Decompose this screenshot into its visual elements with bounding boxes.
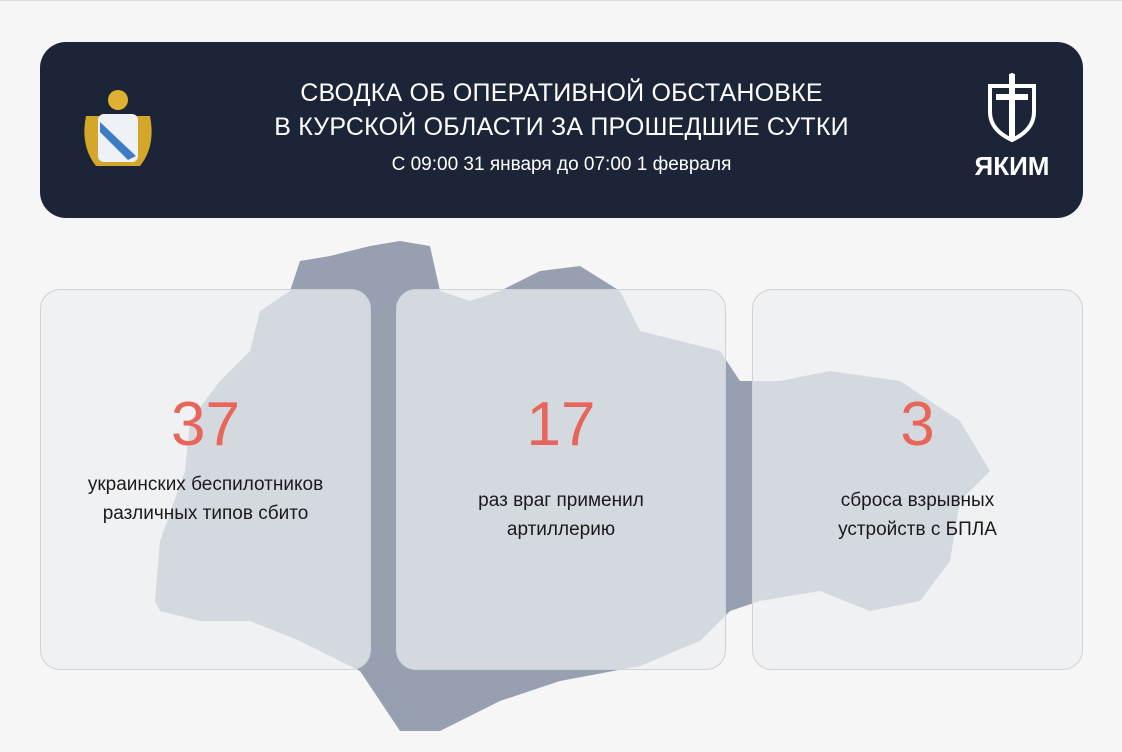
stat-label-line: устройств с БПЛА [838,519,997,540]
stat-label-line: украинских беспилотников [87,474,324,495]
kursk-coat-of-arms-icon [84,90,152,166]
yakim-logo: ЯКИМ [970,72,1054,182]
stat-label-line: сброса взрывных [840,490,995,511]
sword-shield-icon [988,73,1036,143]
stat-value: 17 [526,390,596,459]
stat-value: 3 [900,390,935,459]
stat-label: сброса взрывных устройств с БПЛА [753,486,1082,544]
stat-label-line: раз враг применил [478,490,644,511]
logo-text: ЯКИМ [974,151,1050,181]
title-line-2: В КУРСКОЙ ОБЛАСТИ ЗА ПРОШЕДШИЕ СУТКИ [274,113,849,141]
stat-value: 37 [171,390,240,459]
title-line-1: СВОДКА ОБ ОПЕРАТИВНОЙ ОБСТАНОВКЕ [300,79,823,107]
stat-label-line: артиллерию [506,519,616,540]
stat-card-drones: 37 украинских беспилотников различных ти… [40,289,371,670]
stat-card-drops: 3 сброса взрывных устройств с БПЛА [752,289,1083,670]
stat-label: украинских беспилотников различных типов… [41,470,370,528]
stat-label: раз враг применил артиллерию [397,486,725,544]
date-range: С 09:00 31 января до 07:00 1 февраля [391,154,732,175]
stat-card-artillery: 17 раз враг применил артиллерию [396,289,726,670]
header-banner: СВОДКА ОБ ОПЕРАТИВНОЙ ОБСТАНОВКЕ В КУРСК… [40,42,1083,218]
stat-label-line: различных типов сбито [102,503,309,524]
